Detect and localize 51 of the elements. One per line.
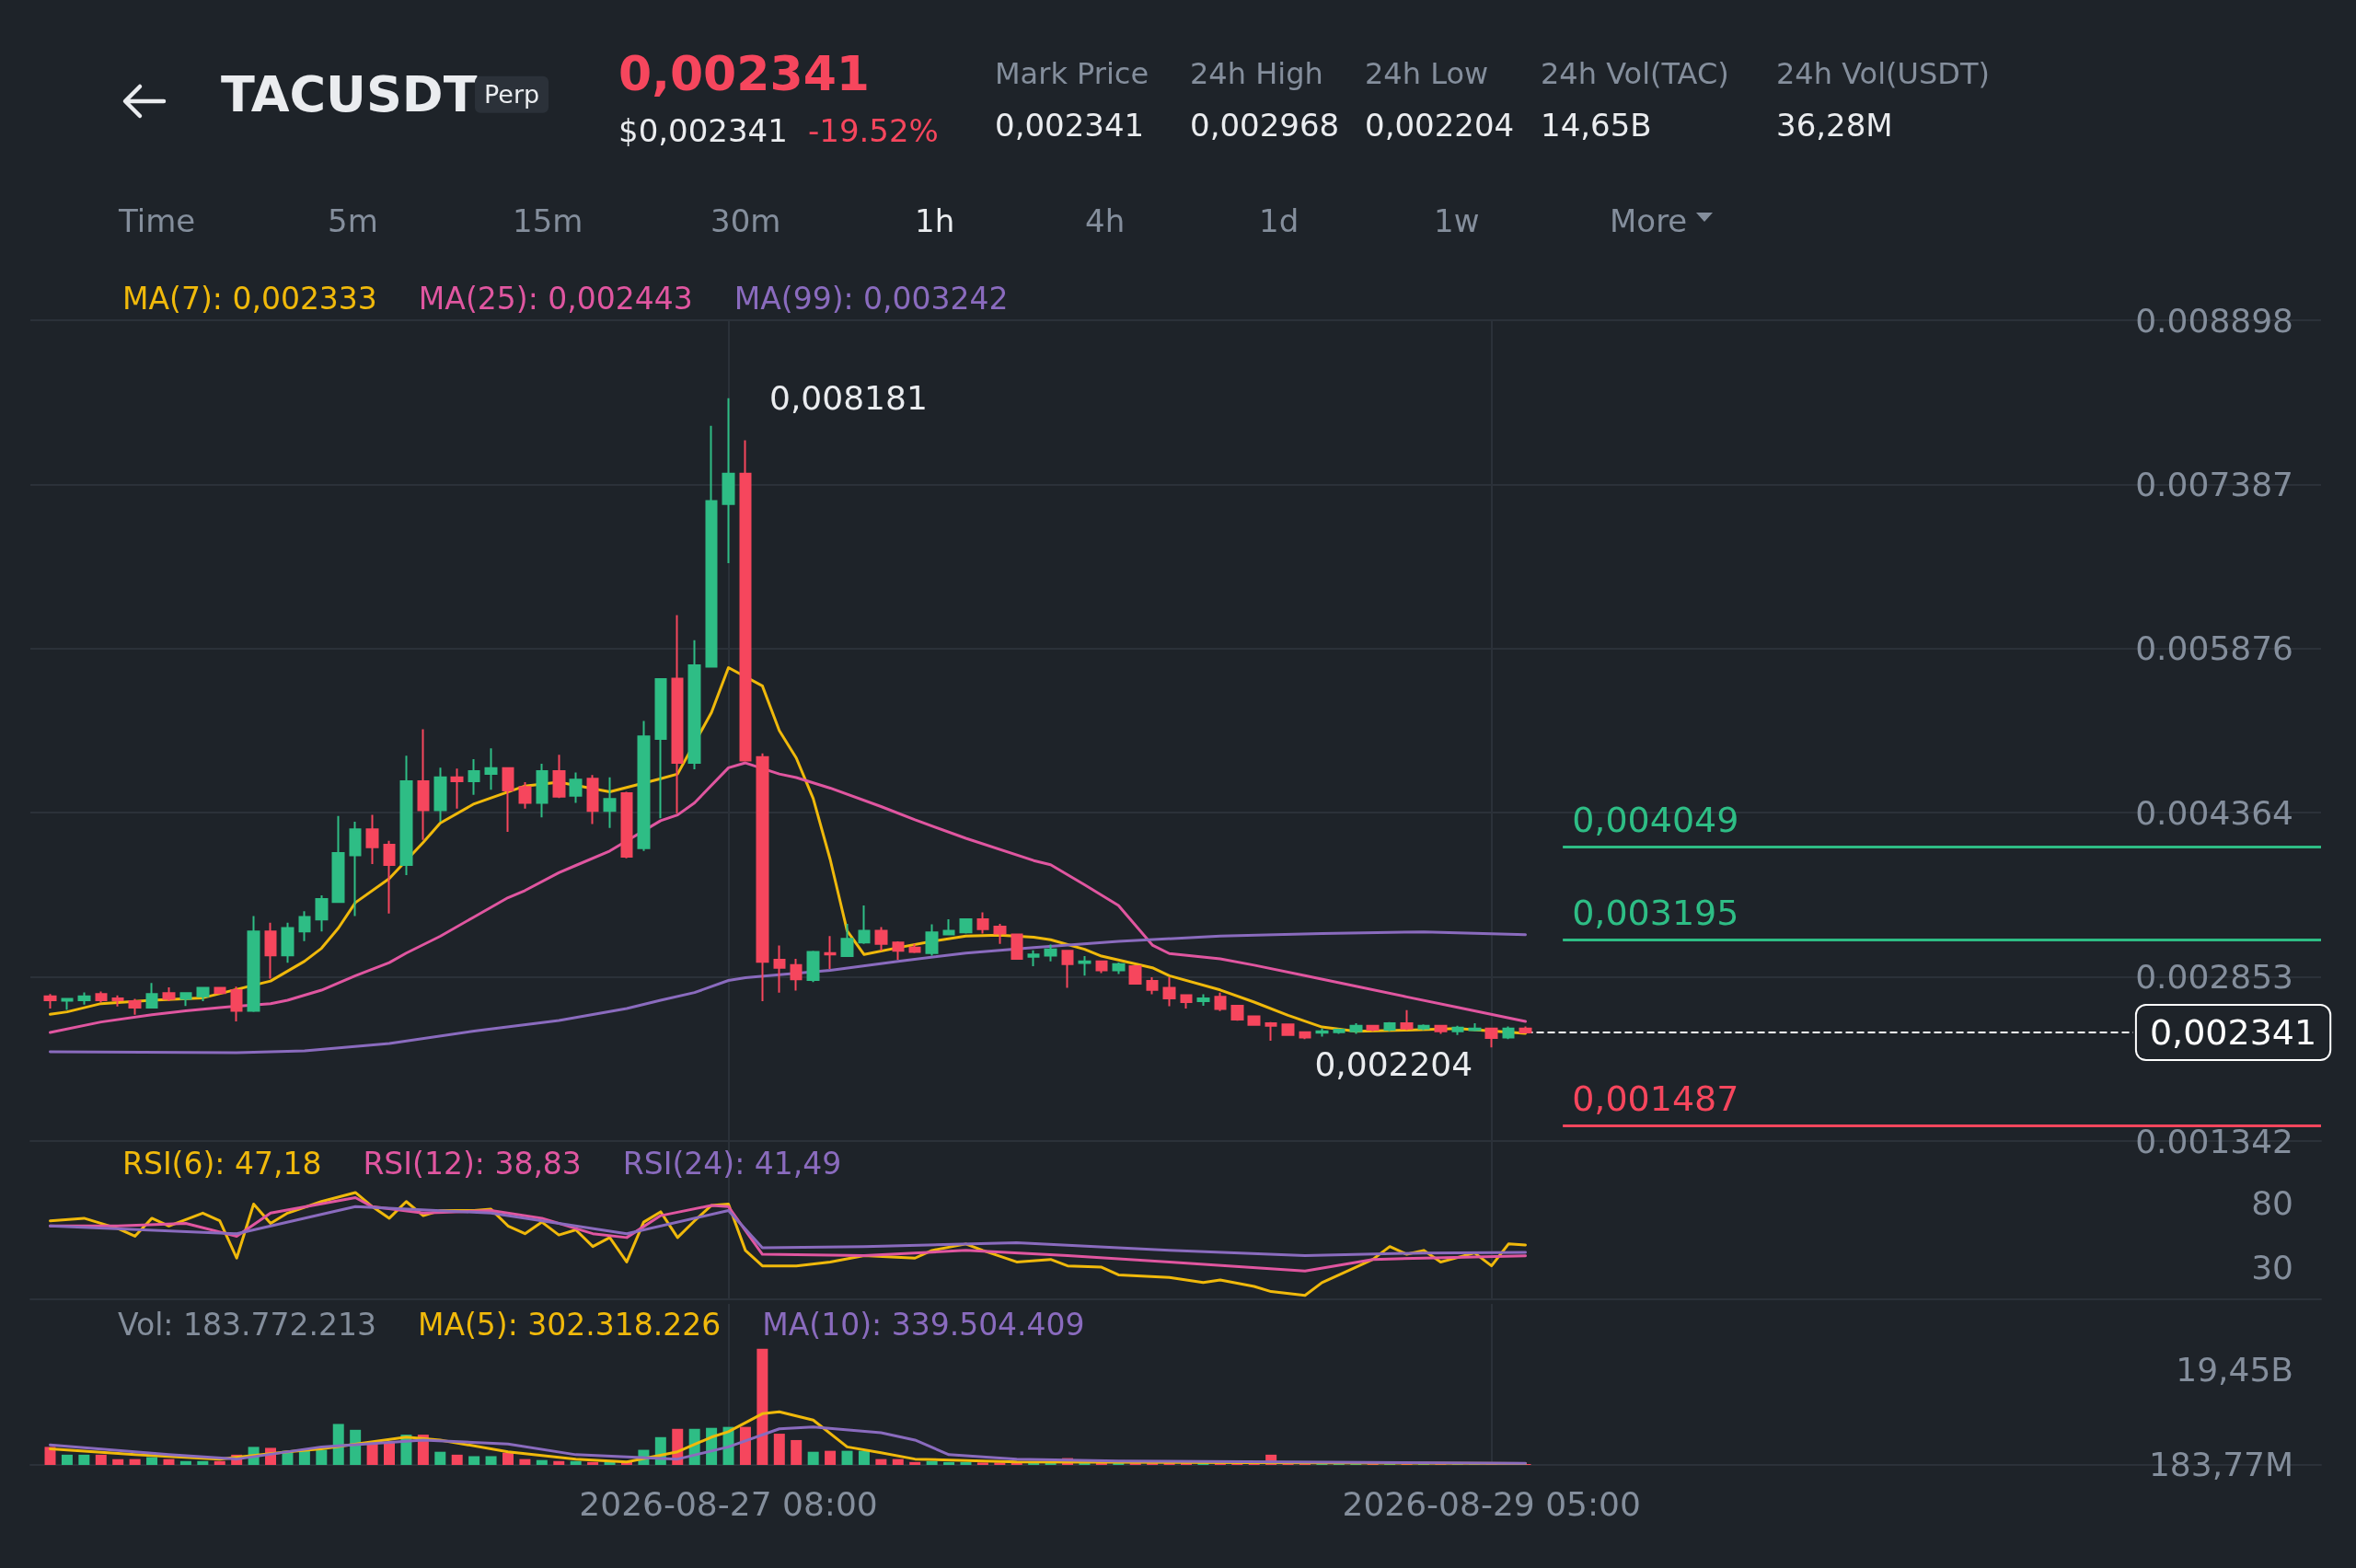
series-label: RSI(24): 41,49: [622, 1146, 842, 1182]
y-tick-label: 0.008898: [2135, 301, 2293, 340]
x-tick-label: 2026-08-29 05:00: [1342, 1484, 1641, 1523]
y-tick-label: 80: [2251, 1183, 2293, 1222]
text: Mark Price: [995, 55, 1149, 92]
series-label: RSI(12): 38,83: [363, 1146, 582, 1182]
text: MA(25): 0,002443: [418, 281, 693, 317]
y-tick-label: 183,77M: [2148, 1445, 2293, 1483]
y-tick-label: 19,45B: [2176, 1351, 2293, 1389]
ref-line-label: 0,002341: [2149, 1012, 2317, 1054]
text: 24h Vol(TAC): [1541, 55, 1729, 92]
text: 5m: [328, 202, 378, 240]
text: 15m: [513, 202, 583, 240]
y-tick-label: 0.007387: [2135, 465, 2293, 503]
y-tick-label: 0.004364: [2135, 793, 2293, 832]
text: 0,002341: [618, 44, 871, 103]
text: Perp: [484, 79, 540, 109]
text: 0,002204: [1365, 106, 1515, 144]
text: 1h: [915, 202, 955, 240]
text: 14,65B: [1541, 106, 1652, 144]
text: -19.52%: [808, 111, 939, 150]
annotation: Vol: 183.772.213: [118, 1307, 376, 1343]
y-tick-label: 0.005876: [2135, 629, 2293, 668]
text: More: [1610, 202, 1688, 240]
annotation: 0,002204: [1314, 1044, 1473, 1083]
text: Time: [119, 202, 196, 240]
text: MA(5): 302.318.226: [417, 1307, 722, 1343]
text: 24h High: [1190, 55, 1323, 92]
text: MA(7): 0,002333: [122, 281, 377, 317]
ref-line-label: 0,001487: [1572, 1078, 1739, 1119]
y-tick-label: 0.001342: [2135, 1122, 2293, 1160]
text: 1w: [1434, 202, 1480, 240]
y-tick-label: 30: [2251, 1248, 2293, 1286]
text: 0,002341: [995, 106, 1145, 144]
y-tick-label: 0.002853: [2135, 958, 2293, 997]
text: 0,002968: [1190, 106, 1340, 144]
text: 4h: [1085, 202, 1126, 240]
text: 24h Vol(USDT): [1776, 55, 1990, 92]
ref-line-label: 0,003195: [1572, 893, 1739, 934]
x-tick-label: 2026-08-27 08:00: [579, 1484, 878, 1523]
text: 30m: [710, 202, 781, 240]
text: MA(99): 0,003242: [733, 281, 1009, 317]
text: 24h Low: [1365, 55, 1489, 92]
ref-line-label: 0,004049: [1572, 800, 1739, 841]
text: MA(10): 339.504.409: [762, 1307, 1085, 1343]
text: $0,002341: [618, 111, 788, 150]
annotation: 0,008181: [769, 379, 928, 418]
text: 36,28M: [1776, 106, 1893, 144]
text: 1d: [1259, 202, 1299, 240]
series-label: RSI(6): 47,18: [122, 1146, 322, 1182]
text: TACUSDT: [221, 64, 478, 125]
